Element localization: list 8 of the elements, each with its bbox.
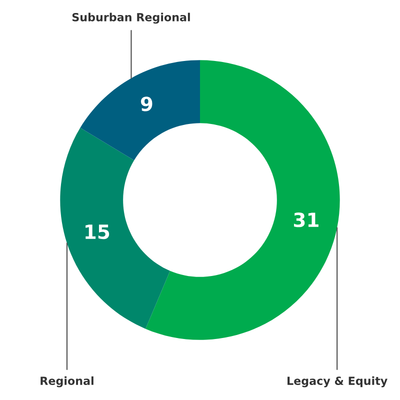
data-label: 15 — [86, 224, 110, 240]
slice-label: Regional — [40, 376, 94, 388]
data-label: 9 — [140, 96, 152, 112]
slice-label: Legacy & Equity — [288, 376, 388, 388]
slice-label: Suburban Regional — [72, 12, 190, 24]
data-label: 31 — [294, 212, 318, 228]
donut-slice — [80, 60, 200, 160]
donut-slice — [60, 128, 170, 329]
